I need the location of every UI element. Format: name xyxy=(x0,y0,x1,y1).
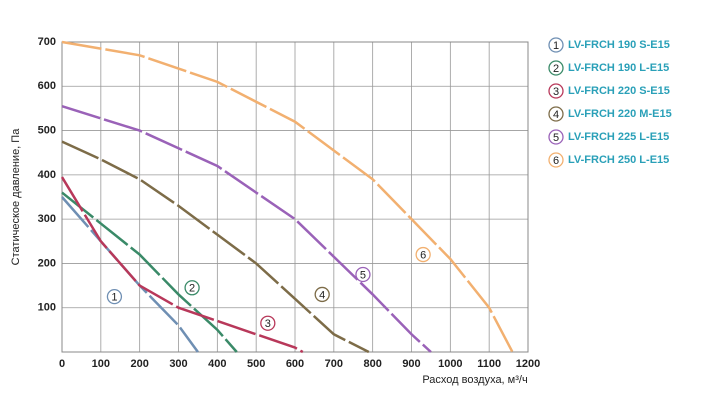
legend-marker xyxy=(548,83,564,99)
y-tick-label: 500 xyxy=(38,124,56,136)
curve-label: 6 xyxy=(420,249,426,261)
legend-marker-label: 2 xyxy=(553,63,559,75)
curve-label: 5 xyxy=(360,269,366,281)
curve-label-circle xyxy=(314,286,330,303)
curve-label: 1 xyxy=(111,292,117,304)
x-tick-label: 100 xyxy=(92,358,110,370)
legend-marker xyxy=(548,129,564,145)
x-tick-label: 0 xyxy=(59,358,65,370)
x-tick-label: 200 xyxy=(130,358,148,370)
x-tick-label: 1100 xyxy=(477,358,501,370)
series-line xyxy=(61,40,514,353)
legend-label: LV-FRCH 220 M-E15 xyxy=(568,108,672,120)
x-tick-label: 700 xyxy=(325,358,343,370)
y-tick-label: 400 xyxy=(38,169,56,181)
legend-label: LV-FRCH 225 L-E15 xyxy=(568,131,669,143)
curve-label-circle xyxy=(355,266,371,283)
x-tick-label: 900 xyxy=(402,358,420,370)
series-line xyxy=(61,105,432,353)
x-tick-label: 600 xyxy=(286,358,304,370)
legend-label: LV-FRCH 190 S-E15 xyxy=(568,39,670,51)
legend-marker-label: 4 xyxy=(553,109,559,121)
legend-marker xyxy=(548,106,564,122)
curve-label-circle xyxy=(184,280,200,296)
x-tick-label: 500 xyxy=(247,358,265,370)
y-tick-label: 200 xyxy=(38,257,56,269)
legend-marker-label: 6 xyxy=(553,155,559,167)
series-line xyxy=(61,140,370,354)
legend-marker-label: 1 xyxy=(553,40,559,52)
y-axis-title: Статическое давление, Па xyxy=(10,128,22,266)
y-tick-label: 100 xyxy=(38,302,56,314)
x-axis-title: Расход воздуха, м³/ч xyxy=(422,374,527,386)
curve-label-circle xyxy=(415,246,431,263)
legend-label: LV-FRCH 190 L-E15 xyxy=(568,62,669,74)
y-tick-label: 600 xyxy=(38,80,56,92)
curve-label: 4 xyxy=(319,289,325,301)
x-tick-label: 1000 xyxy=(438,358,462,370)
curve-label: 2 xyxy=(189,283,195,295)
legend-marker-label: 5 xyxy=(553,132,559,144)
curve-label: 3 xyxy=(265,318,271,330)
legend-marker xyxy=(548,60,564,76)
legend-marker xyxy=(548,152,564,168)
legend-marker-label: 3 xyxy=(553,86,559,98)
x-tick-label: 1200 xyxy=(516,358,540,370)
y-tick-label: 700 xyxy=(38,36,56,48)
x-tick-label: 400 xyxy=(208,358,226,370)
series-line xyxy=(60,176,304,354)
series-line xyxy=(61,191,238,353)
legend-label: LV-FRCH 250 L-E15 xyxy=(568,154,669,166)
x-tick-label: 300 xyxy=(169,358,187,370)
y-tick-label: 300 xyxy=(38,213,56,225)
legend-label: LV-FRCH 220 S-E15 xyxy=(568,85,670,97)
x-tick-label: 800 xyxy=(363,358,381,370)
legend-marker xyxy=(548,37,564,53)
curve-label-circle xyxy=(106,288,123,305)
curve-label-circle xyxy=(260,315,276,331)
